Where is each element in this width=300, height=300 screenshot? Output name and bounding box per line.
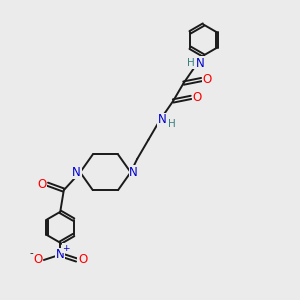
Text: H: H [168, 119, 176, 129]
Text: O: O [203, 73, 212, 86]
Text: N: N [158, 113, 167, 126]
Text: N: N [56, 248, 64, 261]
Text: O: O [37, 178, 46, 191]
Text: +: + [62, 244, 70, 253]
Text: O: O [33, 254, 43, 266]
Text: N: N [129, 166, 138, 179]
Text: -: - [29, 248, 33, 258]
Text: N: N [72, 166, 81, 179]
Text: H: H [187, 58, 194, 68]
Text: O: O [78, 254, 87, 266]
Text: O: O [192, 91, 202, 104]
Text: N: N [196, 57, 204, 70]
